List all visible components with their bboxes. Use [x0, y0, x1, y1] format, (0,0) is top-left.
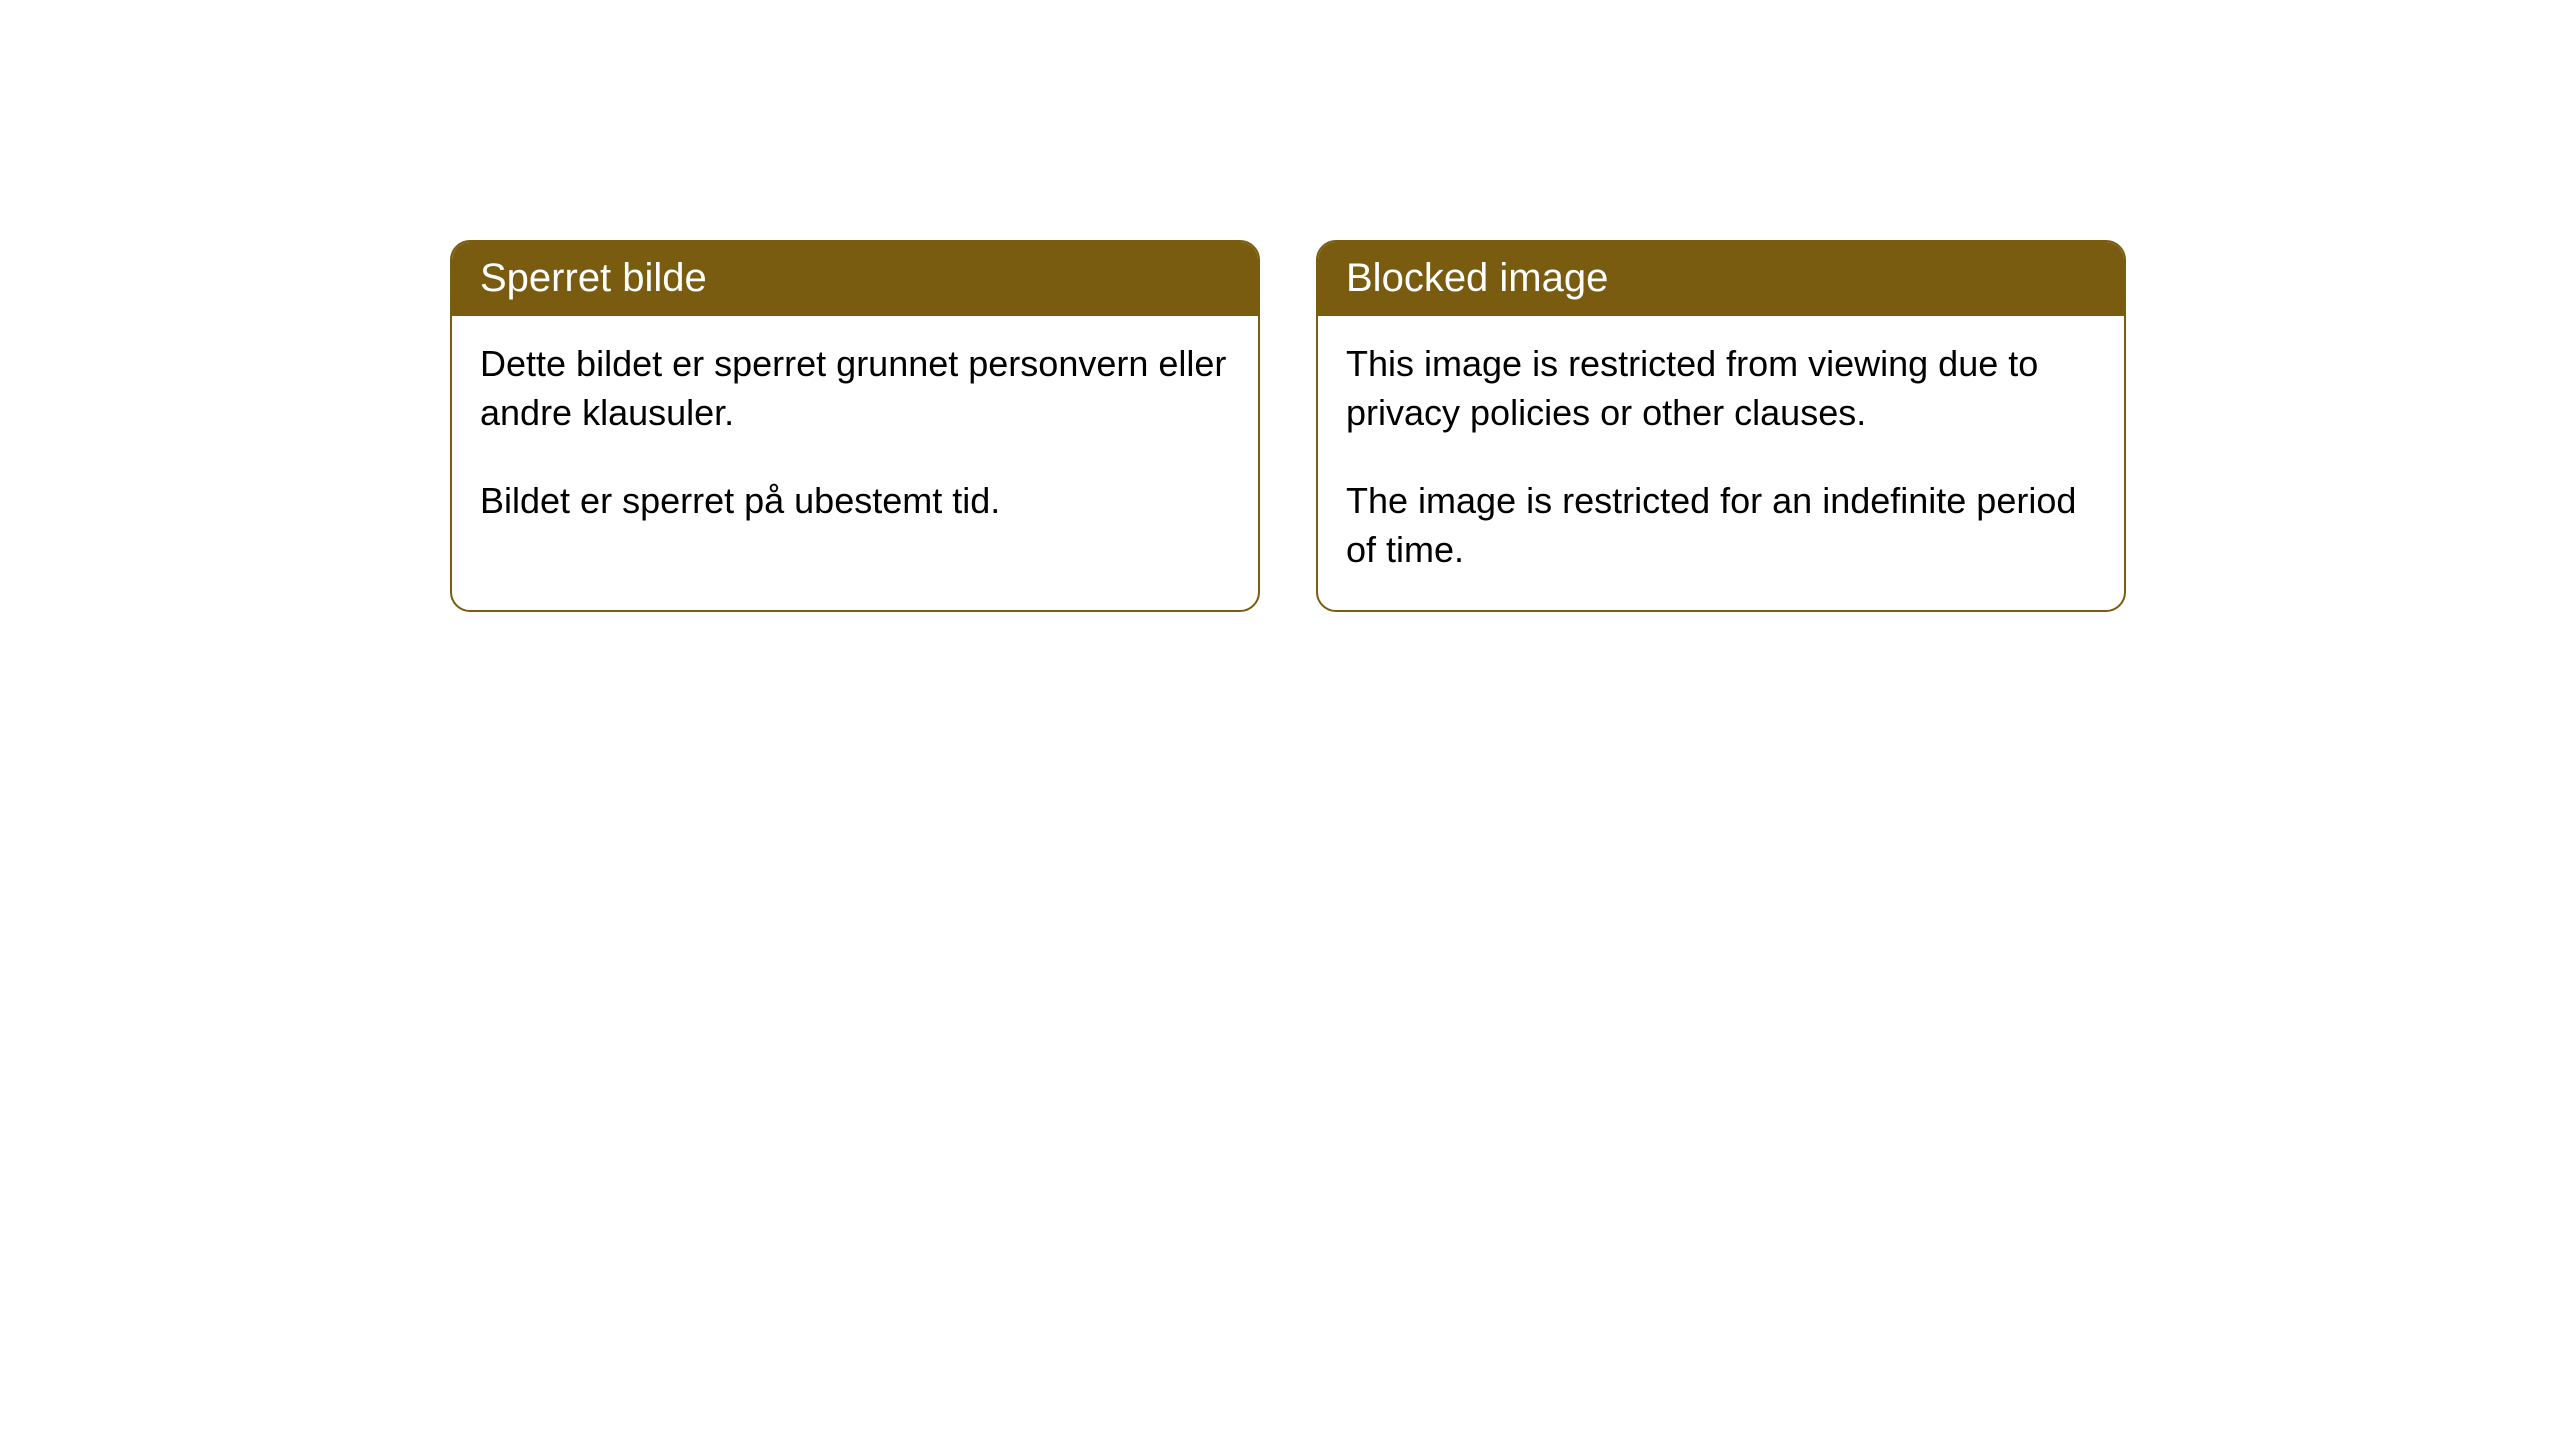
notice-cards-container: Sperret bilde Dette bildet er sperret gr… [450, 240, 2126, 612]
card-paragraph: Dette bildet er sperret grunnet personve… [480, 340, 1230, 437]
card-title: Blocked image [1346, 256, 1608, 300]
card-paragraph: Bildet er sperret på ubestemt tid. [480, 477, 1230, 526]
card-header: Sperret bilde [452, 242, 1258, 316]
card-paragraph: The image is restricted for an indefinit… [1346, 477, 2096, 574]
notice-card-english: Blocked image This image is restricted f… [1316, 240, 2126, 612]
card-header: Blocked image [1318, 242, 2124, 316]
card-body: This image is restricted from viewing du… [1318, 316, 2124, 610]
card-body: Dette bildet er sperret grunnet personve… [452, 316, 1258, 562]
notice-card-norwegian: Sperret bilde Dette bildet er sperret gr… [450, 240, 1260, 612]
card-paragraph: This image is restricted from viewing du… [1346, 340, 2096, 437]
card-title: Sperret bilde [480, 256, 707, 300]
